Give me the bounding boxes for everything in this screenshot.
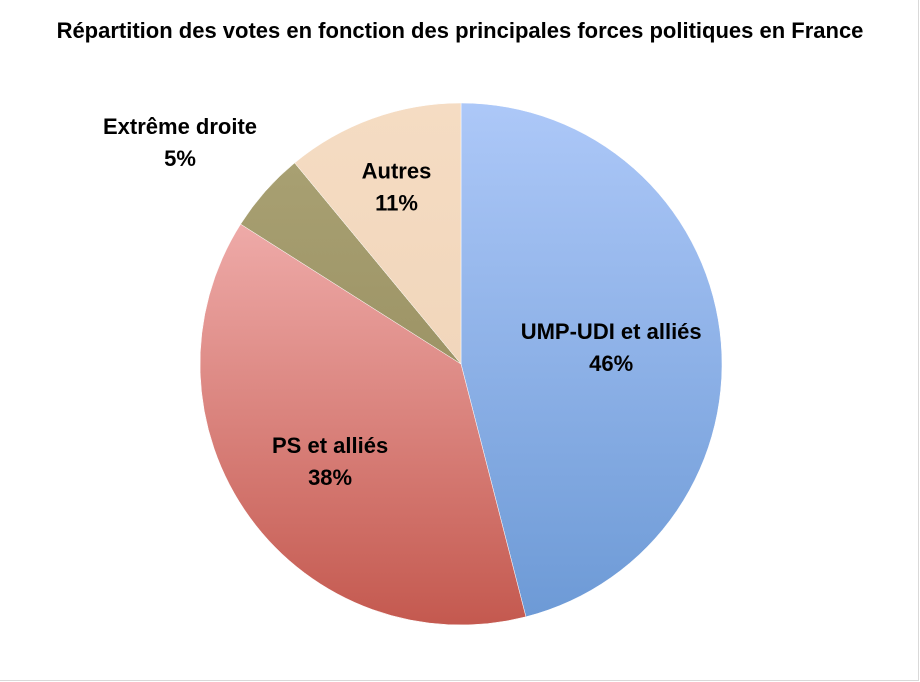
pie-labels: UMP-UDI et alliés 46% PS et alliés 38% Extrê… xyxy=(103,114,702,490)
pie-slice-4 xyxy=(294,102,462,365)
slice-value-label-1: 46% xyxy=(589,351,633,376)
slice-label-2: PS et alliés xyxy=(272,433,388,458)
slice-label-3: Extrême droite xyxy=(103,114,257,139)
slice-label-1: UMP-UDI et alliés xyxy=(521,319,702,344)
chart-title: Répartition des votes en fonction des pr… xyxy=(56,18,864,43)
pie-slice-2 xyxy=(199,223,527,626)
slice-value-label-3: 5% xyxy=(164,146,196,171)
slice-value-label-4: 11% xyxy=(375,191,418,216)
pie-slice-1 xyxy=(460,102,723,618)
pie-slices xyxy=(199,102,723,626)
slice-value-label-2: 38% xyxy=(308,465,352,490)
slice-label-4: Autres xyxy=(362,159,432,184)
